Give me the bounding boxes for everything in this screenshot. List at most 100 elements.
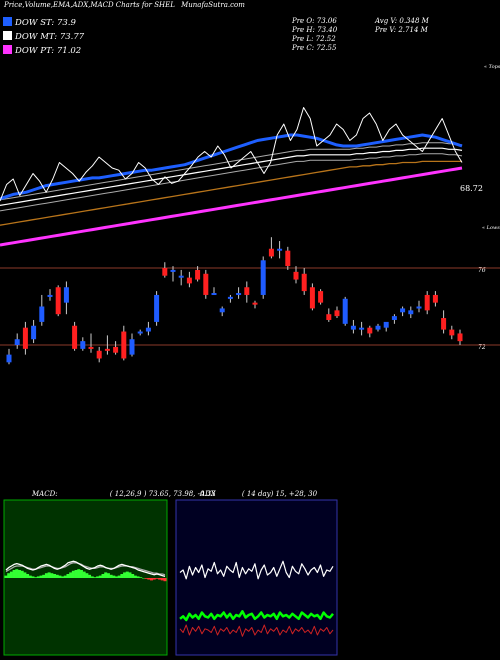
candle-body bbox=[260, 260, 266, 295]
macd-histogram-bar bbox=[155, 578, 159, 579]
candle-body bbox=[277, 248, 283, 251]
candle-body bbox=[55, 287, 61, 315]
candle-body bbox=[350, 325, 356, 330]
legend-swatch-st bbox=[3, 17, 12, 26]
macd-histogram-bar bbox=[36, 576, 40, 578]
candle-body bbox=[236, 293, 242, 296]
macd-histogram-bar bbox=[114, 576, 118, 578]
candle-body bbox=[285, 250, 291, 267]
candle-body bbox=[47, 294, 53, 297]
macd-histogram-bar bbox=[9, 571, 13, 578]
macd-histogram-bar bbox=[79, 570, 83, 578]
candle-body bbox=[63, 287, 69, 303]
candle-body bbox=[170, 269, 176, 272]
candle-body bbox=[211, 293, 217, 296]
stat-close: Pre C: 72.55 bbox=[292, 44, 337, 52]
candle-body bbox=[162, 268, 168, 276]
price-level-72: 72 bbox=[478, 344, 486, 351]
macd-histogram-bar bbox=[47, 572, 51, 578]
macd-histogram-bar bbox=[144, 578, 148, 579]
candle-body bbox=[88, 346, 94, 349]
macd-histogram-bar bbox=[63, 575, 67, 578]
macd-histogram-bar bbox=[26, 574, 30, 578]
macd-histogram-bar bbox=[88, 574, 92, 578]
candle-body bbox=[219, 308, 225, 313]
macd-signal-line bbox=[5, 562, 166, 576]
candle-body bbox=[6, 354, 12, 363]
chart-title: Price,Volume,EMA,ADX,MACD Charts for SHE… bbox=[4, 1, 245, 9]
macd-histogram-bar bbox=[39, 575, 43, 578]
candle-body bbox=[293, 271, 299, 280]
candle-body bbox=[391, 316, 397, 320]
candle-body bbox=[154, 294, 160, 322]
macd-histogram-bar bbox=[23, 572, 27, 578]
candle-body bbox=[80, 341, 86, 349]
candle-body bbox=[457, 333, 463, 342]
stat-high: Pre H: 73.40 bbox=[292, 26, 338, 34]
candle-body bbox=[72, 325, 78, 349]
stat-avg-volume: Avg V: 0.348 M bbox=[375, 17, 429, 25]
stat-open: Pre O: 73.06 bbox=[292, 17, 337, 25]
candle-body bbox=[252, 302, 258, 305]
macd-histogram-bar bbox=[131, 574, 135, 578]
macd-histogram-bar bbox=[77, 569, 81, 578]
candle-body bbox=[367, 327, 373, 334]
candle-body bbox=[375, 325, 381, 330]
macd-histogram-bar bbox=[133, 575, 137, 578]
macd-histogram-bar bbox=[42, 574, 46, 578]
candle-body bbox=[113, 346, 119, 353]
macd-histogram-bar bbox=[147, 578, 151, 580]
macd-histogram-bar bbox=[150, 578, 154, 581]
candle-body bbox=[96, 350, 102, 359]
candle-body bbox=[104, 348, 110, 351]
ema-line-dow-st bbox=[0, 133, 463, 201]
price-level-76: 76 bbox=[478, 267, 486, 274]
macd-histogram-bar bbox=[90, 576, 94, 578]
candle-body bbox=[416, 306, 422, 309]
macd-histogram-bar bbox=[112, 575, 116, 578]
candle-body bbox=[121, 331, 127, 359]
macd-histogram-bar bbox=[53, 574, 57, 578]
macd-histogram-bar bbox=[17, 570, 21, 578]
candle-body bbox=[129, 339, 135, 355]
macd-histogram-bar bbox=[158, 578, 162, 580]
candle-body bbox=[203, 273, 209, 295]
candle-body bbox=[186, 277, 192, 284]
candle-body bbox=[408, 310, 414, 315]
macd-histogram-bar bbox=[160, 578, 164, 581]
macd-histogram-bar bbox=[120, 574, 124, 578]
macd-histogram-bar bbox=[20, 570, 24, 578]
legend-swatch-mt bbox=[3, 31, 12, 40]
macd-histogram-bar bbox=[34, 577, 38, 578]
macd-histogram-bar bbox=[58, 575, 62, 578]
macd-histogram-bar bbox=[96, 576, 100, 578]
candle-body bbox=[400, 308, 406, 313]
macd-histogram-bar bbox=[117, 575, 121, 578]
macd-histogram-bar bbox=[61, 576, 65, 578]
macd-histogram-bar bbox=[98, 575, 102, 578]
candle-body bbox=[14, 339, 20, 345]
candle-body bbox=[268, 248, 274, 257]
macd-histogram-bar bbox=[55, 574, 59, 578]
macd-histogram-bar bbox=[123, 572, 127, 578]
ema-line-mt-lower bbox=[0, 153, 463, 212]
stat-pre-volume: Pre V: 2.714 M bbox=[375, 26, 428, 34]
macd-histogram-bar bbox=[163, 578, 167, 582]
macd-histogram-bar bbox=[104, 572, 108, 578]
candle-body bbox=[326, 314, 332, 320]
macd-histogram-bar bbox=[136, 576, 140, 578]
macd-histogram-bar bbox=[74, 570, 78, 578]
ema-line-mt-upper bbox=[0, 142, 463, 201]
candle-body bbox=[334, 310, 340, 317]
adx-line-plus-di bbox=[179, 610, 334, 622]
macd-histogram-bar bbox=[66, 574, 70, 578]
candle-body bbox=[227, 296, 233, 299]
candle-body bbox=[178, 275, 184, 278]
macd-histogram-bar bbox=[85, 573, 89, 578]
candle-body bbox=[137, 331, 143, 334]
ema-line-long bbox=[0, 160, 462, 226]
adx-line-minus-di bbox=[179, 624, 334, 637]
tops-label: « Tops bbox=[484, 64, 500, 70]
candle-body bbox=[318, 291, 324, 303]
macd-histogram-bar bbox=[12, 570, 16, 578]
